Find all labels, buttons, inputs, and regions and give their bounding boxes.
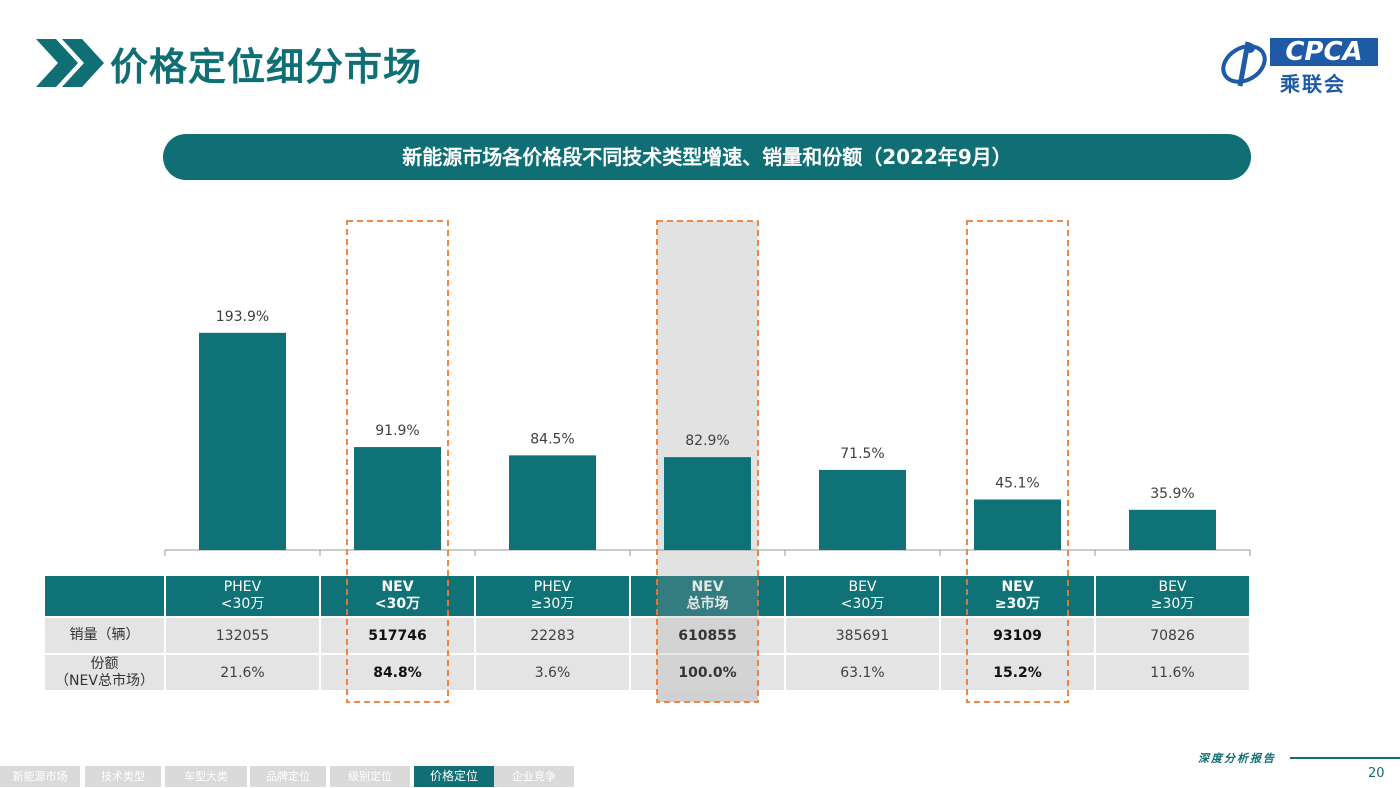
bar (199, 332, 286, 550)
table-cell: 93109 (941, 616, 1096, 653)
nav-item[interactable]: 品牌定位 (250, 766, 326, 787)
footer-accent-rule (1290, 757, 1400, 759)
bar-value-label: 35.9% (1150, 486, 1194, 502)
nav-item[interactable]: 技术类型 (85, 766, 161, 787)
header-type: PHEV (533, 579, 572, 595)
footer-tag: 深度分析报告 (1198, 752, 1276, 765)
table-header-cell: PHEV <30万 (166, 576, 321, 616)
table-cell: 84.8% (321, 653, 476, 690)
row-label: 销量（辆） (45, 616, 166, 653)
table-header-cell: NEV ≥30万 (941, 576, 1096, 616)
row-label-line: 份额 (90, 655, 119, 672)
nav-item[interactable]: 车型大类 (165, 766, 247, 787)
table-header-cell: PHEV ≥30万 (476, 576, 631, 616)
chart-title-banner: 新能源市场各价格段不同技术类型增速、销量和份额（2022年9月） (163, 134, 1251, 180)
header-price: ≥30万 (994, 596, 1041, 612)
table-header-cell: BEV <30万 (786, 576, 941, 616)
table-row: 销量（辆） 132055 517746 22283 610855 385691 93109 7… (45, 616, 1251, 653)
table-cell: 21.6% (166, 653, 321, 690)
bar (664, 457, 751, 550)
header-price: 总市场 (686, 596, 729, 612)
bar (974, 499, 1061, 550)
logo-cn: 乘联会 (1280, 72, 1346, 96)
row-label-line: 销量（辆） (69, 627, 140, 643)
table-header-cell: NEV <30万 (321, 576, 476, 616)
table-header-cell: BEV ≥30万 (1096, 576, 1251, 616)
nav-item[interactable]: 价格定位 (414, 766, 494, 787)
header-price: <30万 (374, 596, 421, 612)
header-type: PHEV (223, 579, 262, 595)
header-price: <30万 (840, 596, 885, 612)
logo-en: CPCA (1270, 38, 1378, 66)
table-cell: 70826 (1096, 616, 1251, 653)
title-area: 价格定位细分市场 (36, 38, 423, 89)
table-cell: 22283 (476, 616, 631, 653)
table-cell: 63.1% (786, 653, 941, 690)
header-price: ≥30万 (530, 596, 575, 612)
cpca-logo: CPCA 乘联会 (1218, 34, 1378, 96)
table-cell: 132055 (166, 616, 321, 653)
header-price: <30万 (220, 596, 265, 612)
nav-item[interactable]: 新能源市场 (0, 766, 80, 787)
bar-value-label: 84.5% (530, 431, 574, 447)
cpca-emblem-icon (1221, 41, 1267, 87)
data-table: PHEV <30万 NEV <30万 PHEV ≥30万 NEV 总市场 BEV <30万 NEV ≥… (45, 576, 1251, 690)
bar-value-label: 45.1% (995, 475, 1039, 491)
table-cell: 100.0% (631, 653, 786, 690)
page-number: 20 (1368, 766, 1385, 781)
header-type: NEV (381, 579, 414, 595)
table-cell: 11.6% (1096, 653, 1251, 690)
bar (1129, 509, 1216, 550)
nav-item[interactable]: 级别定位 (330, 766, 410, 787)
table-cell: 610855 (631, 616, 786, 653)
table-cell: 3.6% (476, 653, 631, 690)
table-header-row: PHEV <30万 NEV <30万 PHEV ≥30万 NEV 总市场 BEV <30万 NEV ≥… (45, 576, 1251, 616)
bar-value-label: 91.9% (375, 423, 419, 439)
nav-item[interactable]: 企业竞争 (494, 766, 574, 787)
header-type: NEV (691, 579, 724, 595)
page-title: 价格定位细分市场 (110, 44, 423, 89)
table-cell: 385691 (786, 616, 941, 653)
bar-value-label: 71.5% (840, 446, 884, 462)
header-type: BEV (848, 579, 877, 595)
row-label: 份额 （NEV总市场） (45, 653, 166, 690)
bar-value-label: 82.9% (685, 433, 729, 449)
bar (509, 455, 596, 550)
bar (819, 469, 906, 550)
bar (354, 447, 441, 550)
table-corner (45, 576, 166, 616)
section-nav: 新能源市场 技术类型 车型大类 品牌定位 级别定位 价格定位 企业竞争 (0, 764, 1400, 788)
header-price: ≥30万 (1150, 596, 1195, 612)
table-header-cell: NEV 总市场 (631, 576, 786, 616)
footer-rule (0, 759, 1400, 760)
table-cell: 517746 (321, 616, 476, 653)
double-chevron-icon (36, 39, 104, 87)
bar-value-label: 193.9% (216, 309, 269, 325)
table-row: 份额 （NEV总市场） 21.6% 84.8% 3.6% 100.0% 63.1% 15.2%… (45, 653, 1251, 690)
row-label-line: （NEV总市场） (55, 672, 154, 689)
table-cell: 15.2% (941, 653, 1096, 690)
header-type: NEV (1001, 579, 1034, 595)
header-type: BEV (1158, 579, 1187, 595)
